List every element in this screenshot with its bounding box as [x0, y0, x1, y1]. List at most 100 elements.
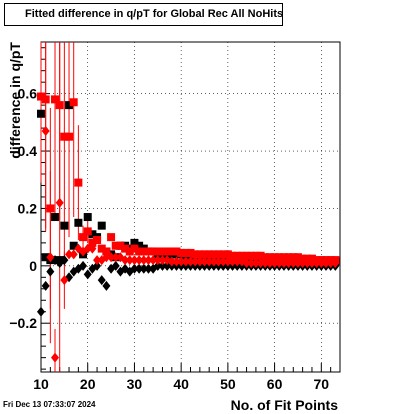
data-point-square — [144, 247, 153, 256]
data-point-diamond — [93, 255, 102, 266]
data-point-diamond — [275, 257, 284, 268]
data-point-diamond — [107, 252, 116, 263]
data-point-diamond — [60, 255, 69, 266]
data-point-square — [172, 247, 181, 256]
chart-title: Fitted difference in q/pT for Global Rec… — [4, 3, 283, 26]
data-point-diamond — [163, 260, 172, 271]
data-point-diamond — [111, 252, 120, 263]
timestamp: Fri Dec 13 07:33:07 2024 — [3, 400, 96, 409]
data-point-diamond — [88, 243, 97, 254]
data-point-square — [51, 95, 60, 104]
data-point-diamond — [303, 257, 312, 268]
data-point-square — [228, 251, 237, 260]
data-point-square — [195, 250, 204, 259]
data-point-diamond — [41, 125, 50, 136]
data-point-diamond — [312, 257, 321, 268]
data-point-diamond — [270, 257, 279, 268]
data-point-square — [265, 253, 274, 262]
data-point-diamond — [242, 257, 251, 268]
data-point-square — [97, 221, 106, 230]
data-point-diamond — [172, 256, 181, 267]
data-point-square — [181, 248, 190, 257]
data-point-square — [214, 250, 223, 259]
data-point-square — [135, 241, 144, 250]
data-point-diamond — [331, 257, 340, 268]
data-point-square — [261, 253, 270, 262]
data-point-square — [102, 247, 111, 256]
data-point-diamond — [317, 257, 326, 268]
data-point-diamond — [125, 255, 134, 266]
data-point-square — [153, 247, 162, 256]
data-point-square — [242, 251, 251, 260]
data-point-square — [83, 213, 92, 222]
data-point-square — [41, 253, 50, 262]
data-point-diamond — [233, 256, 242, 267]
data-point-diamond — [293, 257, 302, 268]
x-tick-label: 60 — [267, 376, 283, 392]
data-point-square — [219, 250, 228, 259]
y-tick-label: 0 — [29, 258, 37, 274]
data-point-square — [116, 241, 125, 250]
x-tick-label: 20 — [80, 376, 96, 392]
data-point-square — [74, 218, 83, 227]
data-point-diamond — [209, 256, 218, 267]
data-point-square — [60, 132, 69, 141]
data-point-square — [74, 178, 83, 187]
data-point-square — [60, 221, 69, 230]
data-point-diamond — [139, 255, 148, 266]
data-point-diamond — [326, 257, 335, 268]
data-point-square — [88, 238, 97, 247]
data-point-square — [79, 233, 88, 242]
data-point-diamond — [60, 275, 69, 286]
data-point-diamond — [158, 255, 167, 266]
data-point-diamond — [65, 249, 74, 260]
data-point-diamond — [307, 257, 316, 268]
data-point-square — [88, 230, 97, 239]
data-point-square — [177, 248, 186, 257]
data-point-square — [93, 236, 102, 244]
data-point-diamond — [321, 257, 330, 268]
data-point-square — [167, 247, 176, 256]
data-point-square — [158, 247, 167, 256]
data-point-diamond — [177, 256, 186, 267]
data-point-diamond — [51, 352, 60, 363]
data-point-diamond — [158, 260, 167, 271]
data-point-diamond — [256, 257, 265, 268]
y-axis-label: difference in q/pT — [7, 42, 23, 159]
data-point-square — [223, 250, 232, 259]
y-tick-label: 0.6 — [18, 86, 38, 102]
y-tick-label: −0.2 — [9, 315, 37, 331]
data-point-diamond — [251, 257, 260, 268]
data-markers — [37, 92, 340, 363]
data-point-diamond — [83, 243, 92, 254]
data-point-square — [41, 95, 50, 104]
data-point-diamond — [83, 269, 92, 280]
data-point-diamond — [191, 256, 200, 267]
data-point-square — [46, 204, 55, 213]
data-point-square — [37, 92, 45, 101]
data-point-diamond — [153, 260, 162, 271]
data-point-diamond — [284, 257, 293, 268]
x-tick-label: 40 — [173, 376, 189, 392]
data-point-square — [237, 251, 246, 260]
data-point-diamond — [219, 256, 228, 267]
data-point-square — [69, 98, 78, 107]
data-point-square — [65, 132, 74, 141]
data-point-square — [55, 101, 64, 110]
data-point-diamond — [247, 257, 256, 268]
x-axis-label: No. of Fit Points — [231, 397, 339, 413]
data-point-square — [284, 253, 293, 262]
data-point-diamond — [135, 255, 144, 266]
data-point-diamond — [102, 252, 111, 263]
data-point-square — [37, 109, 45, 118]
data-point-diamond — [102, 280, 111, 291]
data-point-diamond — [195, 256, 204, 267]
x-tick-label: 50 — [220, 376, 236, 392]
data-point-square — [51, 213, 60, 222]
data-point-square — [209, 250, 218, 259]
data-point-diamond — [41, 280, 50, 291]
data-point-square — [256, 251, 265, 260]
x-tick-label: 30 — [127, 376, 143, 392]
